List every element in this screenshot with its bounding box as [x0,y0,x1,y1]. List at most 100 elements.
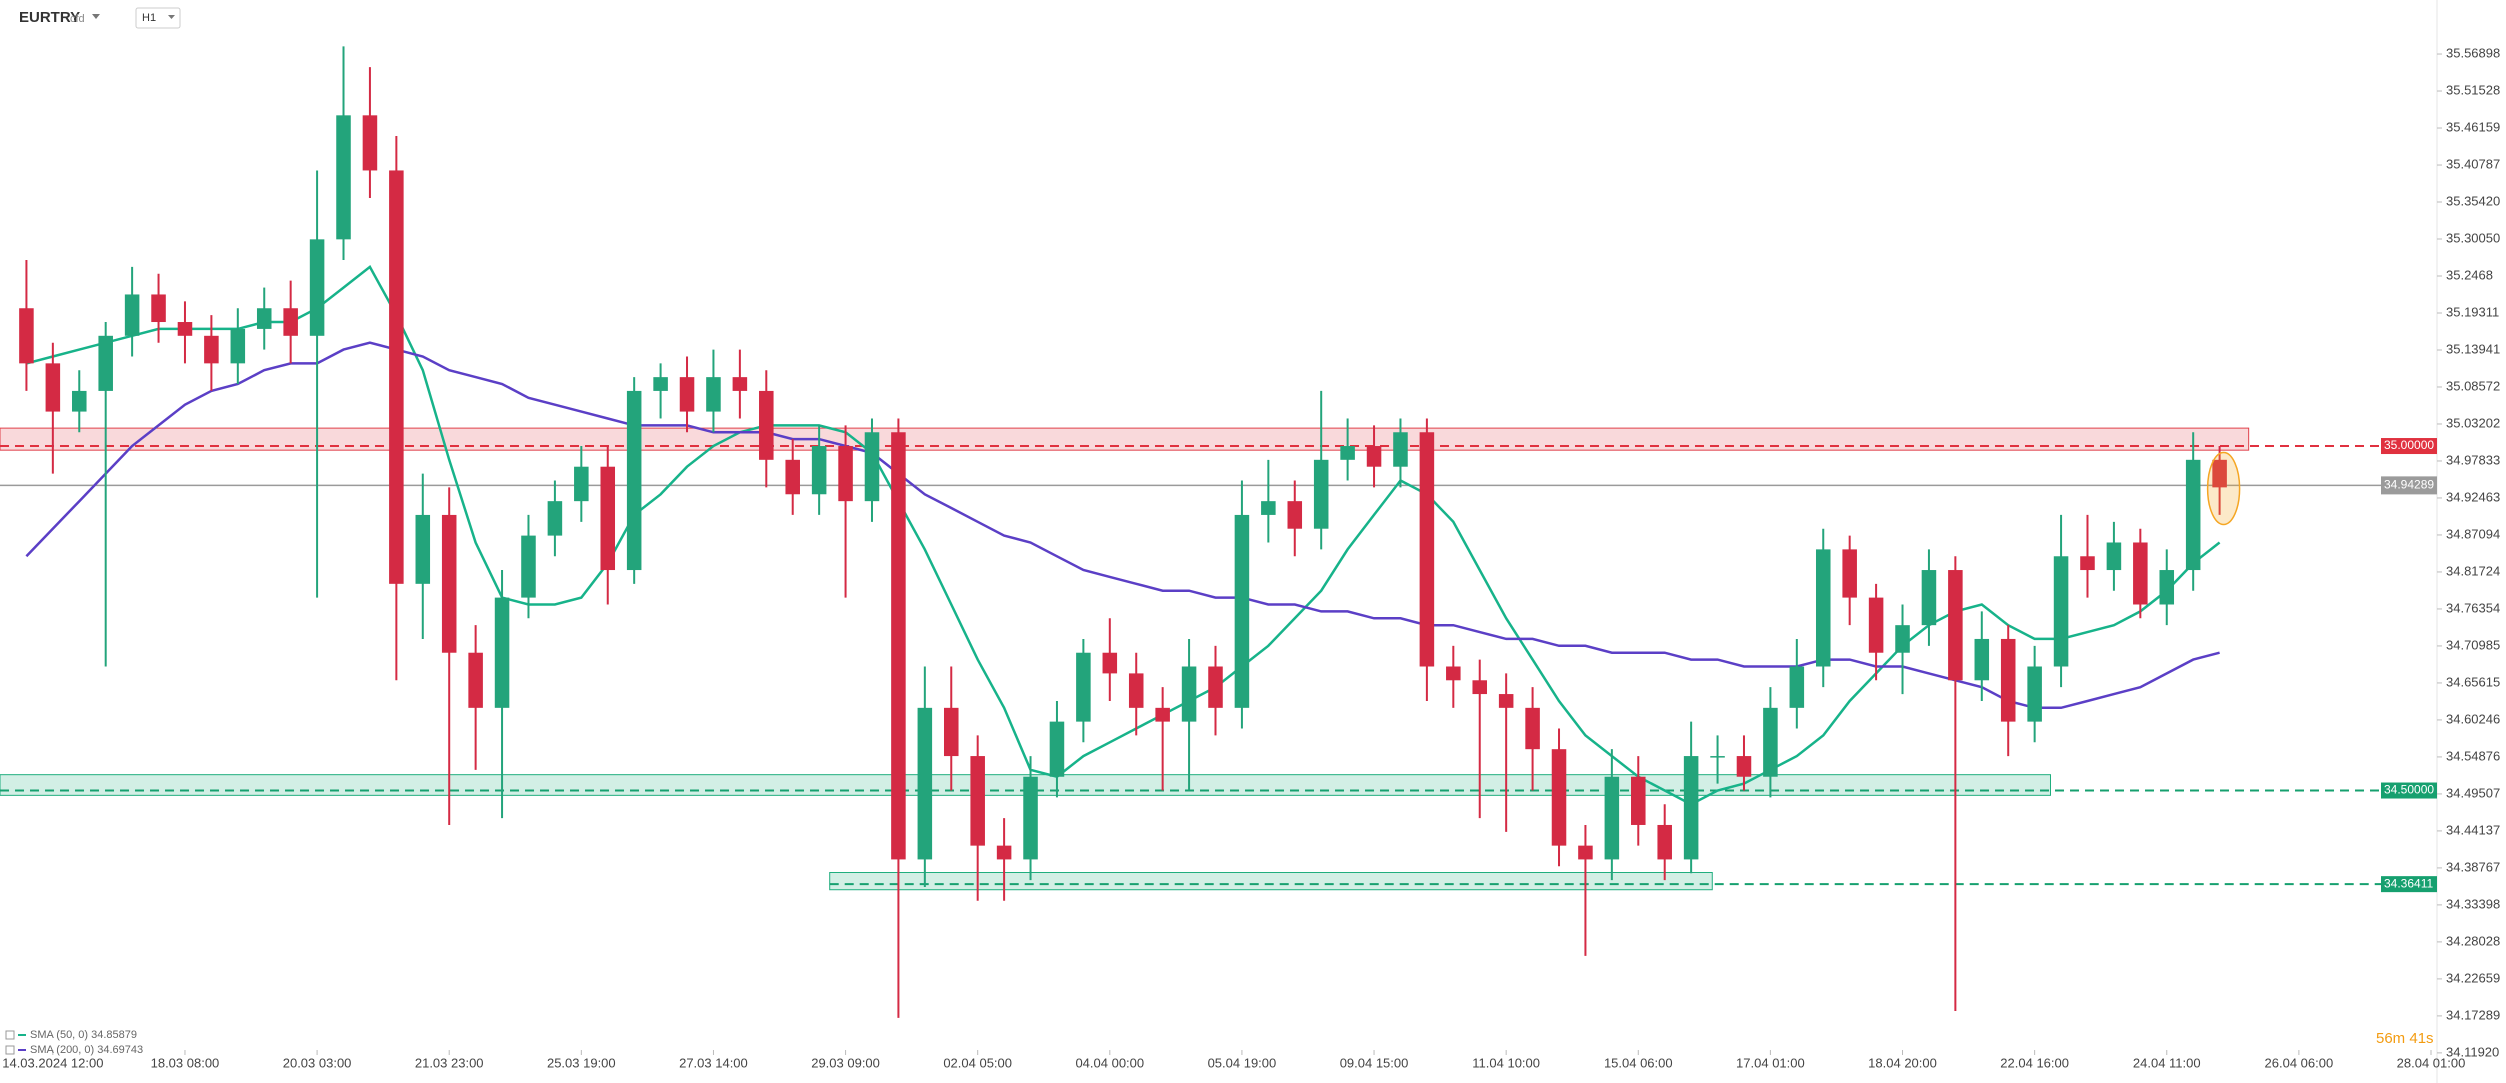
level-label: 34.50000 [2384,783,2434,797]
legend-label: SMA (50, 0) 34.85879 [30,1029,137,1041]
candle-body [785,459,800,495]
x-tick-label: 02.04 05:00 [943,1055,1012,1070]
y-tick-label: 34.70985 [2446,637,2500,652]
candle-body [626,390,642,571]
candle-body [494,597,510,708]
candle-body [1551,749,1567,846]
candle-body [177,322,193,336]
candle-body [996,845,1012,860]
candle-body [2027,666,2042,722]
legend-label: SMA (200, 0) 34.69743 [30,1044,143,1056]
level-tag [2381,438,2437,455]
x-tick-label: 22.04 16:00 [2000,1055,2069,1070]
level-tag [2381,876,2437,893]
y-tick-label: 34.49507 [2446,785,2500,800]
candle-body [864,432,880,502]
y-tick-label: 34.54876 [2446,748,2500,763]
candle-body [336,115,351,240]
candle-body [1948,570,1963,681]
y-tick-label: 34.28028 [2446,933,2500,948]
y-tick-label: 34.87094 [2446,526,2500,541]
plot-area: 35.00000 34.50000 34.36411 34.94289 [0,46,2437,1018]
candle-body [1498,694,1514,708]
candle-body [204,335,219,364]
candle-body [1974,638,1990,681]
candle-body [151,294,166,323]
y-tick-label: 34.76354 [2446,600,2500,615]
candle-body [1393,432,1408,467]
y-tick-label: 34.33398 [2446,896,2500,911]
current-price-tag [2381,476,2437,495]
candle-body [124,294,140,336]
candle-body [1128,673,1144,708]
candle-body [1895,625,1910,653]
candle-body [1446,666,1461,681]
candle-body [547,501,563,536]
candle-body [2185,459,2201,571]
candle-body [468,652,483,708]
candle-body [1578,845,1593,860]
highlight [2206,451,2241,526]
symbol-dropdown[interactable] [92,14,100,19]
candle-body [98,335,113,391]
candle-body [1340,446,1355,460]
x-tick-label: 28.04 01:00 [2397,1055,2466,1070]
candle-body [1763,707,1778,777]
zone [829,872,1713,891]
candle-body [389,170,404,584]
legend-icon [5,1030,15,1040]
candle-body [706,377,721,412]
candle-body [45,363,61,412]
x-tick-label: 20.03 03:00 [283,1055,352,1070]
timeframe-box[interactable] [135,7,181,29]
candle-body [679,377,695,412]
y-tick-label: 35.08572 [2446,378,2500,393]
candle-body [1076,652,1091,722]
candle-body [943,707,959,757]
instrument: cfd [70,13,85,25]
candle-body [2106,542,2122,571]
y-tick-label: 34.22659 [2446,970,2500,985]
candle-body [441,514,457,653]
candle-body [1683,756,1699,860]
candle-body [970,756,985,846]
y-tick-label: 35.46159 [2446,119,2500,134]
candle-body [2080,556,2095,571]
x-tick-label: 15.04 06:00 [1604,1055,1673,1070]
zone [0,427,2250,451]
candle-body [1261,501,1276,515]
y-tick-label: 34.97833 [2446,452,2500,467]
candle-body [732,377,748,391]
x-tick-label: 24.04 11:00 [2133,1055,2201,1070]
candle-body [415,514,431,584]
candle-body [1472,680,1488,695]
candle-body [1366,446,1382,467]
candle-body [917,707,933,860]
x-tick-label: 04.04 00:00 [1075,1055,1144,1070]
x-tick-label: 05.04 19:00 [1208,1055,1277,1070]
candle-body [759,390,774,460]
x-tick-label: 14.03.2024 12:00 [2,1055,103,1070]
timeframe[interactable]: H1 [142,12,156,24]
candle-body [1631,776,1646,825]
y-tick-label: 34.44137 [2446,822,2500,837]
candle-body [1102,652,1118,674]
candle-body [1921,570,1937,626]
x-tick-label: 17.04 01:00 [1736,1055,1805,1070]
candle-body [1049,721,1065,777]
candle-body [1736,756,1752,777]
candle-body [19,308,34,364]
level-tag [2381,782,2437,799]
candle-body [256,308,272,329]
legend-icon [5,1045,15,1055]
candle-body [653,377,668,391]
x-tick-label: 18.03 08:00 [151,1055,220,1070]
symbol[interactable]: EURTRY [19,9,80,26]
x-tick-label: 25.03 19:00 [547,1055,616,1070]
y-tick-label: 34.65615 [2446,674,2500,689]
candle-body [891,432,906,860]
x-tick-label: 26.04 06:00 [2265,1055,2334,1070]
y-tick-label: 35.56898 [2446,45,2500,60]
candle-body [574,466,589,502]
